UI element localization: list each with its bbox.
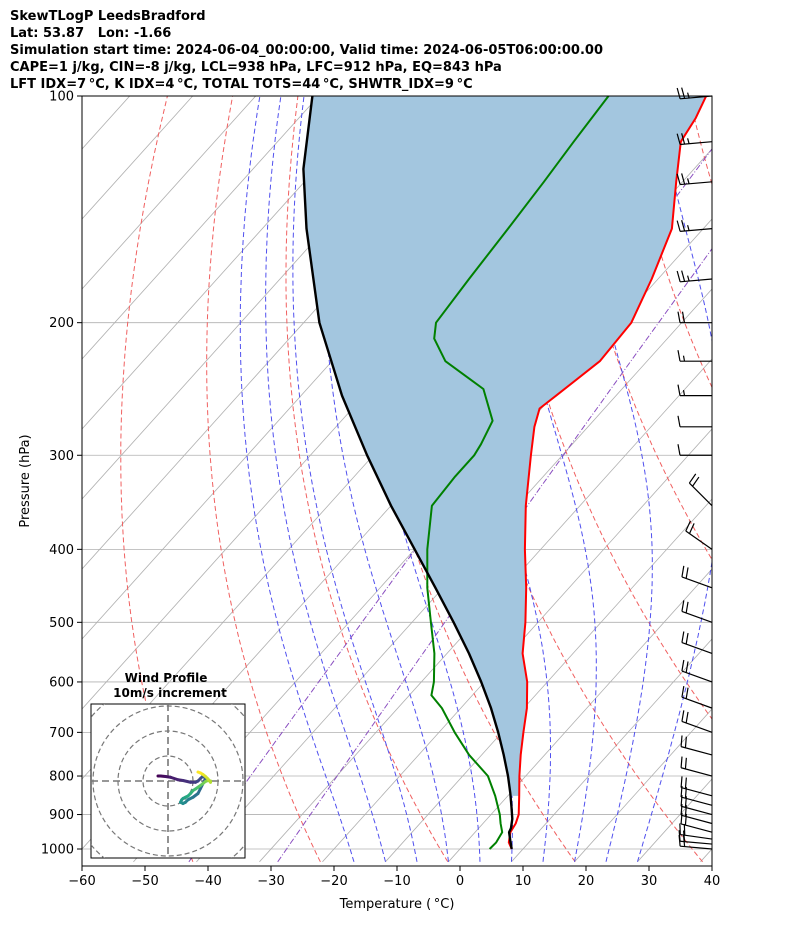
hodograph-trace-segment: [196, 770, 202, 775]
wind-barb: [676, 133, 713, 146]
isotherm-line: [511, 638, 712, 863]
dry-adiabat-line: [755, 96, 794, 862]
isotherm-line: [448, 568, 712, 863]
wind-barb: [677, 415, 712, 428]
dry-adiabat-line: [359, 96, 576, 863]
title-block: SkewTLogP LeedsBradford Lat: 53.87 Lon: …: [10, 8, 603, 93]
wind-barb: [681, 600, 713, 623]
hodograph-plot: [91, 704, 245, 858]
x-tick-label: 0: [456, 874, 464, 889]
wind-barbs: [676, 87, 713, 850]
moist-adiabat-line: [239, 96, 355, 862]
mixing-ratio-line: [277, 247, 712, 863]
x-axis-label: Temperature ( °C): [339, 897, 455, 912]
hodograph-title: Wind Profile: [125, 671, 208, 685]
isotherm-line: [82, 96, 256, 290]
x-tick-label: 10: [515, 874, 532, 889]
x-tick-label: −10: [383, 874, 410, 889]
x-axis-ticks: −60 −50 −40 −30 −20 −10 0 10 20 30 40: [68, 866, 720, 889]
x-tick-label: −20: [320, 874, 347, 889]
wind-barb: [681, 631, 713, 655]
title-station: SkewTLogP LeedsBradford: [10, 9, 206, 24]
isotherm-line: [574, 708, 712, 863]
title-indices-line: LFT IDX=7 °C, K IDX=4 °C, TOTAL TOTS=44 …: [10, 77, 473, 92]
moist-adiabat-line: [493, 96, 597, 862]
x-tick-label: 30: [641, 874, 658, 889]
isotherm-line: [259, 358, 712, 863]
isotherm-line: [322, 428, 712, 863]
wind-barb: [677, 350, 712, 362]
dry-adiabat-line: [285, 96, 449, 863]
parcel-line: [302, 96, 514, 850]
wind-barb: [676, 173, 713, 186]
profile-lines: [302, 96, 708, 850]
cape-fill-layer: [303, 96, 707, 796]
y-tick-label: 200: [49, 316, 74, 331]
dry-adiabat-line: [206, 96, 321, 863]
wind-barb: [681, 659, 713, 683]
moist-adiabat-line: [355, 96, 481, 862]
x-tick-label: 20: [578, 874, 595, 889]
x-tick-label: 40: [704, 874, 721, 889]
x-tick-label: −60: [68, 874, 95, 889]
wind-barb: [680, 756, 713, 777]
wind-barb: [680, 812, 713, 833]
dry-adiabat-line: [558, 96, 712, 561]
y-tick-label: 400: [49, 543, 74, 558]
wind-barb: [688, 473, 713, 507]
wind-barb: [677, 384, 712, 397]
x-tick-label: −30: [257, 874, 284, 889]
moist-adiabat-line: [292, 96, 418, 862]
moist-adiabat-line: [637, 96, 712, 862]
x-tick-label: −50: [131, 874, 158, 889]
x-tick-label: −40: [194, 874, 221, 889]
isotherm-line: [196, 288, 712, 863]
title-coordinates: Lat: 53.87 Lon: -1.66: [10, 26, 172, 41]
moist-adiabat-line: [563, 96, 653, 862]
moist-adiabat-line: [322, 96, 449, 862]
wind-barb: [677, 311, 712, 324]
y-tick-label: 300: [49, 449, 74, 464]
title-cape-line: CAPE=1 j/kg, CIN=-8 j/kg, LCL=938 hPa, L…: [10, 60, 502, 75]
title-times: Simulation start time: 2024-06-04_00:00:…: [10, 43, 603, 58]
wind-barb: [681, 686, 713, 709]
axes: −60 −50 −40 −30 −20 −10 0 10 20 30 40 1000 900 800 70…: [18, 90, 720, 913]
y-axis-ticks: 1000 900 800 700 600 500 400 300 200 100: [41, 90, 82, 858]
y-tick-label: 700: [49, 726, 74, 741]
moist-adiabat-line: [265, 96, 386, 862]
temperature-line: [507, 96, 708, 850]
wind-barb: [680, 735, 713, 756]
y-tick-label: 100: [49, 90, 74, 105]
wind-barb: [685, 520, 713, 550]
y-tick-label: 600: [49, 675, 74, 690]
wind-barb: [676, 270, 713, 283]
wind-barb: [681, 710, 713, 733]
dry-adiabat-line: [493, 96, 712, 720]
dewpoint-line: [426, 96, 610, 850]
y-tick-label: 1000: [41, 843, 74, 858]
wind-barb: [679, 823, 713, 840]
isotherm-line: [82, 96, 319, 360]
cape-shaded-area: [303, 96, 707, 796]
hodograph-subtitle: 10m/s increment: [113, 686, 227, 700]
dry-adiabat-line: [689, 96, 712, 186]
y-tick-label: 500: [49, 616, 74, 631]
wind-barb: [680, 776, 713, 797]
wind-barb: [677, 444, 712, 456]
y-tick-label: 900: [49, 808, 74, 823]
wind-barb: [678, 830, 713, 845]
isotherm-line: [700, 848, 712, 863]
y-axis-label: Pressure (hPa): [18, 434, 33, 527]
wind-barb: [676, 220, 713, 232]
wind-barb: [681, 565, 713, 589]
y-tick-label: 800: [49, 770, 74, 785]
isotherm-line: [82, 96, 382, 430]
